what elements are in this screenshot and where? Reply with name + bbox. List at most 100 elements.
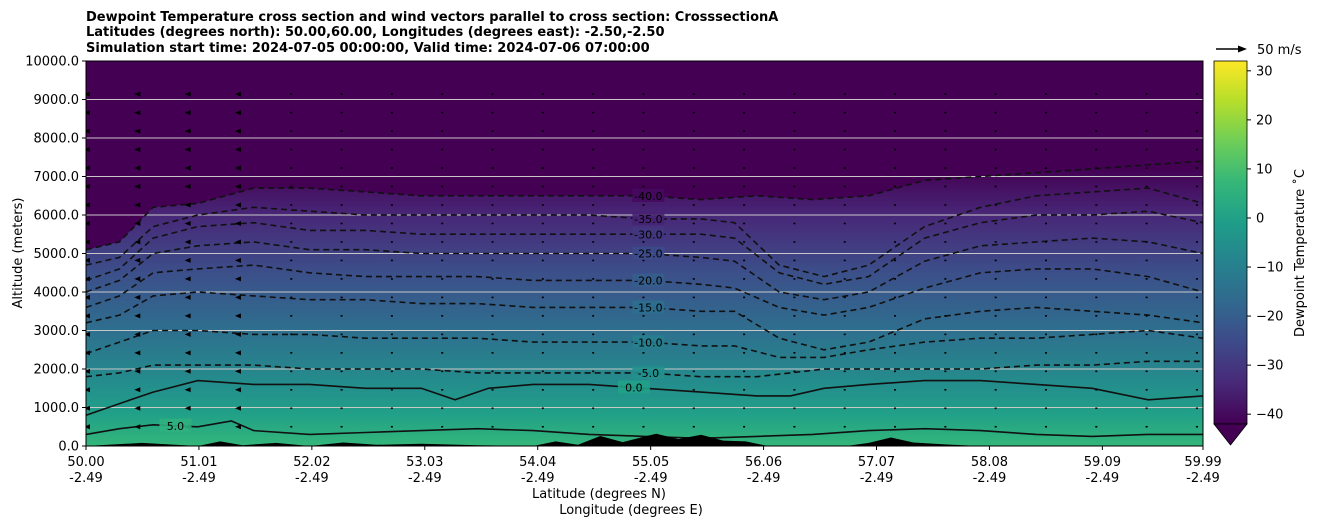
wind-vector (994, 130, 997, 132)
contour-label: -25.0 (634, 248, 662, 261)
wind-vector (1044, 333, 1047, 336)
wind-vector (184, 202, 191, 208)
contour-line (86, 264, 1203, 316)
wind-vector (390, 167, 393, 169)
wind-vector (441, 407, 444, 410)
wind-vector (692, 185, 695, 188)
wind-vector (592, 259, 595, 262)
colorbar-tick-label: −10 (1256, 261, 1283, 276)
wind-vector (1044, 185, 1047, 188)
wind-vector (390, 425, 393, 428)
wind-vector (234, 165, 241, 171)
wind-vector (1044, 130, 1047, 132)
wind-vector (441, 167, 444, 169)
wind-vector (340, 111, 343, 114)
x-tick-label-lat: 56.06 (745, 455, 782, 470)
wind-vector (743, 370, 746, 373)
x-tick-label-lat: 57.07 (858, 455, 895, 470)
wind-vector (994, 425, 997, 428)
wind-vector (692, 407, 695, 410)
wind-vector (692, 241, 695, 243)
wind-vector (894, 148, 897, 151)
wind-vector (692, 370, 695, 373)
wind-vector (793, 259, 796, 262)
wind-vector (743, 167, 746, 169)
contour-label-bg (632, 366, 665, 380)
wind-vector (491, 315, 494, 317)
wind-vector (541, 130, 544, 132)
wind-vector (234, 128, 241, 134)
wind-vector (390, 148, 393, 151)
wind-vector (86, 128, 90, 134)
wind-vector (743, 407, 746, 410)
wind-vector (491, 167, 494, 169)
wind-vector (134, 91, 141, 97)
wind-vector (1145, 407, 1148, 410)
wind-vector (390, 370, 393, 373)
wind-vector (793, 352, 796, 354)
wind-vector (134, 202, 141, 208)
wind-vector (743, 259, 746, 262)
wind-vector (843, 370, 846, 373)
terrain (86, 433, 1203, 446)
wind-vector (86, 165, 90, 171)
wind-vector (1195, 93, 1198, 95)
wind-vector (441, 278, 444, 280)
wind-vector (441, 352, 444, 354)
wind-vector (994, 111, 997, 114)
wind-vector (692, 148, 695, 151)
wind-vector (642, 259, 645, 262)
wind-vector (894, 204, 897, 206)
wind-vector (441, 333, 444, 336)
wind-vector (184, 147, 191, 153)
wind-vector (592, 93, 595, 95)
wind-vector (793, 204, 796, 206)
wind-vector (1145, 167, 1148, 169)
y-tick-label: 10000.0 (25, 55, 79, 70)
wind-vector (894, 93, 897, 95)
colorbar-label: Dewpoint Temperature ˚C (1292, 169, 1308, 337)
wind-vector (592, 370, 595, 373)
wind-vector (994, 333, 997, 336)
wind-vector (1195, 370, 1198, 373)
wind-vector (1145, 315, 1148, 317)
wind-vector (441, 296, 444, 299)
wind-vector (184, 405, 191, 411)
wind-vector (1044, 407, 1047, 410)
wind-vector (1095, 352, 1098, 354)
x-tick-label-lon: -2.49 (860, 471, 894, 486)
contour-line (86, 379, 1203, 416)
wind-vector (793, 167, 796, 169)
wind-vector (1095, 296, 1098, 299)
x-tick-label-lon: -2.49 (634, 471, 668, 486)
wind-vector (994, 407, 997, 410)
wind-vector (793, 93, 796, 95)
contour-label: 5.0 (167, 420, 185, 433)
y-tick-label: 0.0 (58, 440, 79, 455)
wind-vector (1095, 111, 1098, 114)
wind-vector (592, 388, 595, 391)
wind-vector (134, 276, 141, 282)
wind-vector (86, 331, 90, 337)
wind-vector (390, 222, 393, 225)
wind-vector (642, 315, 645, 317)
wind-vector (793, 241, 796, 243)
x-tick-label-lon: -2.49 (1186, 471, 1220, 486)
cold-layer-fill (86, 61, 1203, 250)
wind-vector (1095, 241, 1098, 243)
wind-vector (1145, 278, 1148, 280)
wind-vector (743, 222, 746, 225)
wind-vector (692, 388, 695, 391)
wind-vector (1095, 259, 1098, 262)
wind-vector (390, 241, 393, 243)
wind-vector (234, 294, 241, 300)
wind-vector (86, 202, 90, 208)
wind-vector (743, 130, 746, 132)
wind-vector (1095, 148, 1098, 151)
wind-vector (541, 185, 544, 188)
wind-vector (743, 352, 746, 354)
wind-vector (340, 93, 343, 95)
wind-vector (1044, 222, 1047, 225)
contour-label: -10.0 (634, 336, 662, 349)
wind-vector (491, 407, 494, 410)
